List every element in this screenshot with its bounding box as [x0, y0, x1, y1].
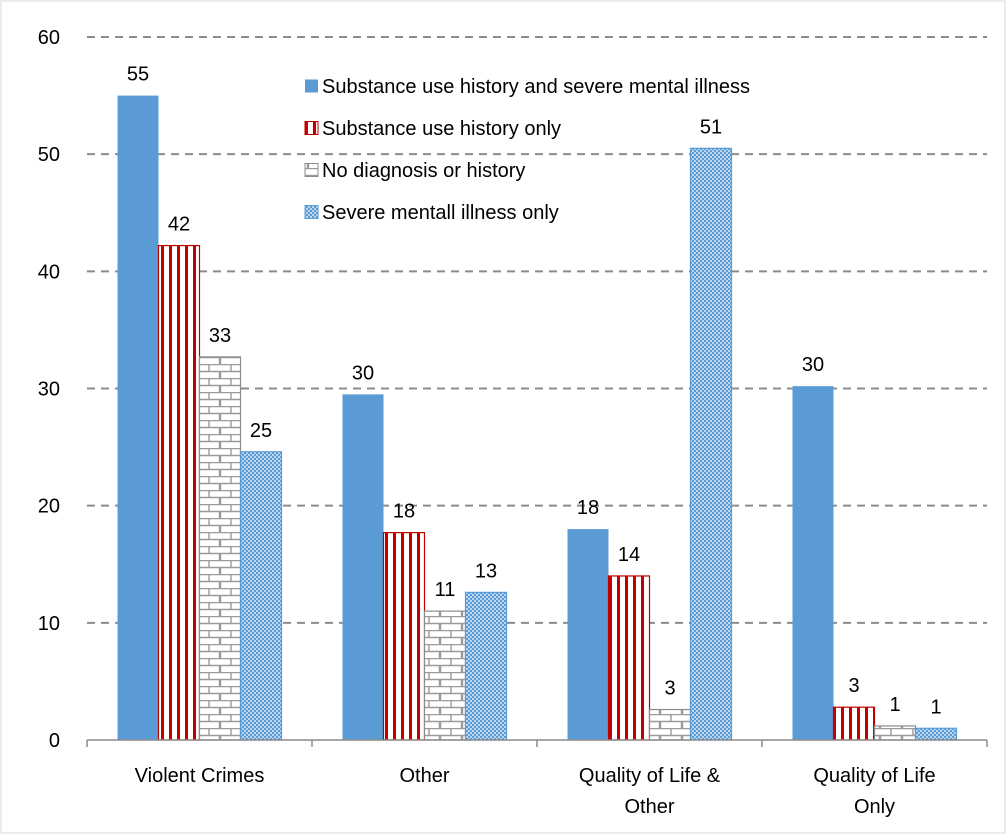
legend-swatch: [305, 79, 318, 93]
bar: [873, 725, 917, 741]
data-label: 3: [848, 675, 859, 697]
bar: [117, 95, 159, 741]
legend-label: No diagnosis or history: [322, 160, 525, 182]
data-label: 33: [209, 325, 231, 347]
data-label: 18: [577, 497, 599, 519]
data-label: 25: [250, 420, 272, 442]
data-label: 3: [664, 678, 675, 700]
bar: [914, 727, 958, 741]
data-label: 1: [889, 694, 900, 716]
data-label: 51: [700, 116, 722, 138]
y-tick-label: 30: [38, 379, 60, 401]
x-category-label: Quality of Life & Other: [579, 765, 721, 818]
legend-label: Severe mentall illness only: [322, 202, 559, 224]
legend-swatch: [304, 121, 319, 135]
data-label: 11: [435, 579, 456, 601]
legend-label: Substance use history and severe mental …: [322, 76, 750, 98]
bar: [239, 451, 283, 741]
bar: [423, 610, 467, 741]
bar: [792, 386, 834, 740]
legend-label: Substance use history only: [322, 118, 561, 140]
bar: [832, 706, 876, 741]
data-label: 18: [393, 501, 415, 523]
y-tick-label: 50: [38, 144, 60, 166]
bar: [648, 708, 692, 741]
data-label: 14: [618, 544, 640, 566]
y-tick-label: 20: [38, 496, 60, 518]
x-category-label: Other: [399, 765, 449, 787]
data-label: 1: [930, 696, 941, 718]
legend-swatch: [304, 163, 319, 177]
bar: [464, 591, 508, 741]
y-tick-label: 0: [49, 730, 60, 752]
bar: [607, 575, 651, 741]
data-label: 42: [168, 214, 190, 236]
bar: [567, 529, 609, 740]
bar: [382, 532, 426, 741]
bar: [198, 356, 242, 741]
bar: [157, 244, 201, 741]
x-category-label: Violent Crimes: [135, 765, 265, 787]
legend-swatch: [304, 205, 319, 219]
data-label: 55: [127, 64, 149, 86]
y-tick-label: 40: [38, 261, 60, 283]
y-tick-label: 60: [38, 27, 60, 49]
bar: [689, 147, 733, 741]
x-category-label: Quality of Life Only: [813, 765, 935, 818]
y-tick-label: 10: [38, 613, 60, 635]
data-label: 30: [352, 362, 374, 384]
bar: [342, 394, 384, 740]
data-label: 13: [475, 560, 497, 582]
data-label: 30: [802, 354, 824, 376]
